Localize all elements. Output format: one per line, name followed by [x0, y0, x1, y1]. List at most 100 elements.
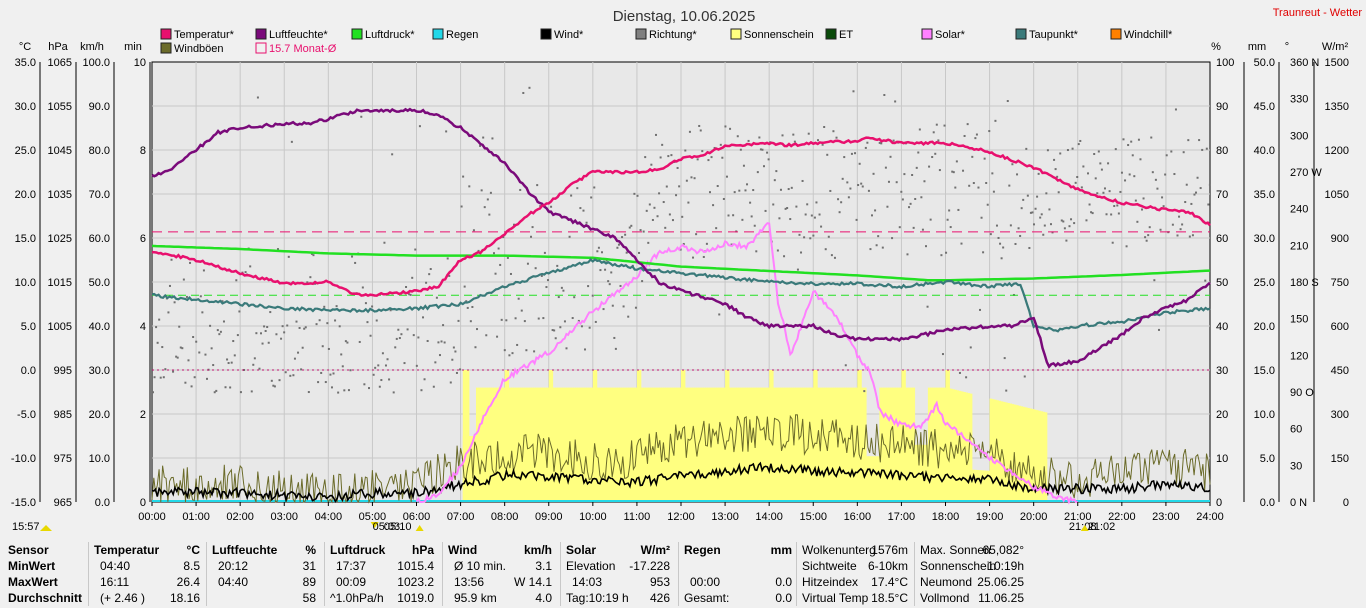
direction-point — [917, 151, 920, 154]
direction-point — [807, 132, 810, 135]
direction-point — [321, 345, 324, 348]
press-unit: hPa — [411, 543, 434, 557]
solar-elev: -17.228 — [629, 559, 670, 573]
direction-point — [1006, 100, 1009, 103]
sunshine-bar — [923, 444, 927, 502]
temp-tick-label: -10.0 — [11, 453, 36, 465]
direction-point — [540, 274, 543, 277]
sunshine-bar — [621, 387, 625, 502]
sunshine-bar — [619, 387, 622, 502]
direction-point — [670, 154, 673, 157]
right-axis-unit: ° — [1285, 41, 1289, 53]
press-max-time: 00:09 — [336, 575, 367, 589]
direction-point — [1170, 150, 1173, 153]
sunshine-bar — [874, 456, 878, 502]
direction-point — [1185, 183, 1188, 186]
direction-point — [613, 336, 616, 339]
direction-point — [292, 374, 295, 377]
direction-point — [1156, 187, 1159, 190]
direction-point — [974, 137, 977, 140]
direction-point — [925, 245, 928, 248]
direction-point — [708, 191, 711, 194]
direction-point — [459, 368, 462, 371]
fullmoon-value: 11.06.25 — [978, 591, 1024, 605]
direction-point — [210, 347, 213, 350]
x-tick-label: 19:00 — [976, 511, 1004, 523]
direction-point — [230, 361, 233, 364]
humidity-line — [151, 107, 1211, 369]
direction-point — [648, 203, 651, 206]
sunshine-bar — [665, 387, 669, 502]
maxsun-label: Max. Sonnen — [920, 543, 991, 557]
direction-point — [738, 189, 741, 192]
direction-point — [463, 285, 466, 288]
direction-point — [725, 175, 728, 178]
direction-point — [837, 198, 840, 201]
direction-point — [1000, 257, 1003, 260]
direction-point — [565, 347, 568, 350]
direction-point — [1023, 375, 1026, 378]
direction-point — [846, 181, 849, 184]
left-axis-unit: km/h — [80, 41, 104, 53]
wind-tick-label: 0.0 — [95, 497, 110, 509]
x-tick-label: 02:00 — [226, 511, 254, 523]
sunshine-bar — [654, 387, 658, 502]
sunshine-bar — [996, 400, 999, 502]
direction-point — [445, 130, 448, 133]
left-axis-unit: °C — [19, 41, 31, 53]
sunshine-bar — [634, 387, 638, 502]
direction-point — [543, 251, 546, 254]
sunshine-bar — [480, 387, 484, 502]
max-row-label: MaxWert — [8, 575, 58, 589]
sunshine-bar — [1022, 406, 1026, 502]
direction-point — [857, 184, 860, 187]
direction-point — [1178, 215, 1181, 218]
humidity-tick-label: 100 — [1216, 57, 1234, 69]
sunshine-bar — [1005, 402, 1008, 502]
direction-point — [795, 205, 798, 208]
direction-point — [835, 136, 838, 139]
direction-point — [804, 213, 807, 216]
direction-point — [1059, 152, 1062, 155]
direction-point — [634, 306, 637, 309]
direction-point — [701, 150, 704, 153]
direction-point — [1184, 201, 1187, 204]
direction-point — [870, 214, 873, 217]
direction-point — [320, 371, 323, 374]
direction-point — [520, 309, 523, 312]
x-tick-label: 08:00 — [491, 511, 519, 523]
sunshine-bar — [511, 387, 514, 502]
sunshine-bar — [628, 387, 631, 502]
fullmoon-label: Vollmond — [920, 591, 970, 605]
direction-point — [209, 324, 212, 327]
direction-point — [397, 328, 400, 331]
direction-point — [494, 272, 497, 275]
pressure-tick-label: 965 — [54, 497, 72, 509]
sunshine-bar — [762, 387, 766, 502]
sunshine-bar — [850, 387, 854, 502]
direction-point — [243, 368, 246, 371]
direction-point — [940, 254, 943, 257]
direction-point — [1019, 234, 1022, 237]
direction-point — [366, 321, 369, 324]
sunshine-bar — [791, 387, 794, 502]
direction-point — [1037, 172, 1040, 175]
direction-point — [926, 305, 929, 308]
direction-point — [679, 248, 682, 251]
direction-point — [693, 177, 696, 180]
direction-point — [438, 354, 441, 357]
direction-point — [793, 140, 796, 143]
direction-point — [1042, 233, 1045, 236]
direction-point — [519, 188, 522, 191]
pressure-tick-label: 1035 — [48, 189, 72, 201]
sunshine-bar — [848, 387, 852, 502]
left-axis-unit: hPa — [48, 41, 68, 53]
solar-line — [415, 222, 1078, 505]
direction-point — [1181, 223, 1184, 226]
sunshine-tick-label: 6 — [140, 233, 146, 245]
direction-tick-label: 90 O — [1290, 387, 1314, 399]
direction-point — [588, 326, 591, 329]
sunshine-bar — [535, 387, 539, 502]
direction-point — [912, 226, 915, 229]
legend-swatch-solar — [921, 28, 933, 40]
